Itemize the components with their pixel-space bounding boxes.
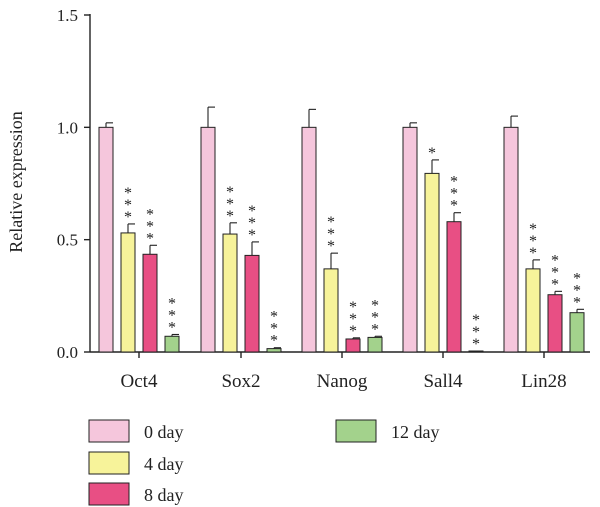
bar [367, 336, 383, 353]
significance-star: * [450, 198, 458, 215]
significance-star: * [270, 321, 278, 338]
significance-star: * [529, 221, 537, 238]
significance-star: * [450, 186, 458, 203]
significance-star: * [551, 252, 559, 269]
legend-label: 8 day [144, 485, 184, 505]
significance-star: * [529, 245, 537, 262]
y-tick-label: 1.0 [57, 118, 78, 137]
bar [569, 312, 585, 353]
significance-star: * [248, 227, 256, 244]
bar [98, 126, 114, 353]
significance-star: * [573, 294, 581, 311]
legend-swatch [335, 419, 377, 443]
y-tick-label: 0.5 [57, 231, 78, 250]
bar [402, 126, 418, 353]
significance-star: * [349, 323, 357, 340]
significance-star: * [371, 321, 379, 338]
significance-star: * [168, 295, 176, 312]
bar [424, 172, 440, 353]
significance-star: * [371, 297, 379, 314]
significance-star: * [146, 230, 154, 247]
significance-star: * [146, 206, 154, 223]
bar [525, 268, 541, 353]
significance-star: * [168, 307, 176, 324]
bar [503, 126, 519, 353]
significance-star: * [472, 324, 480, 341]
significance-star: * [248, 203, 256, 220]
significance-star: * [226, 184, 234, 201]
legend-label: 12 day [391, 422, 440, 442]
plot-area: 0.00.51.01.5*********Oct4*********Sox2**… [57, 6, 590, 392]
y-axis-label: Relative expression [6, 111, 26, 252]
significance-star: * [472, 336, 480, 353]
x-tick-label: Sall4 [423, 371, 463, 392]
significance-star: * [551, 264, 559, 281]
bar [547, 294, 563, 353]
significance-star: * [124, 197, 132, 214]
significance-star: * [551, 276, 559, 293]
significance-star: * [349, 299, 357, 316]
significance-star: * [248, 215, 256, 232]
significance-star: * [573, 282, 581, 299]
significance-star: * [168, 319, 176, 336]
significance-star: * [226, 196, 234, 213]
significance-star: * [327, 238, 335, 255]
bar [222, 233, 238, 353]
bar [200, 126, 216, 353]
bar [164, 335, 180, 353]
legend-swatch [88, 419, 130, 443]
legend-swatch [88, 482, 130, 506]
significance-star: * [472, 312, 480, 329]
significance-star: * [124, 209, 132, 226]
significance-star: * [428, 145, 436, 162]
legend-swatch [88, 451, 130, 475]
significance-star: * [349, 311, 357, 328]
significance-star: * [327, 226, 335, 243]
bar [323, 268, 339, 353]
significance-star: * [270, 333, 278, 350]
bar [142, 253, 158, 353]
bar [301, 126, 317, 353]
significance-star: * [371, 309, 379, 326]
legend: 0 day 4 day 8 day 12 day [88, 419, 440, 506]
bar [446, 221, 462, 353]
y-tick-label: 0.0 [57, 343, 78, 362]
x-tick-label: Nanog [317, 371, 368, 392]
significance-star: * [450, 174, 458, 191]
bar [244, 254, 260, 353]
significance-star: * [327, 214, 335, 231]
significance-star: * [529, 233, 537, 250]
significance-star: * [270, 309, 278, 326]
x-tick-label: Sox2 [221, 371, 260, 392]
legend-label: 0 day [144, 422, 184, 442]
legend-label: 4 day [144, 454, 184, 474]
significance-star: * [124, 185, 132, 202]
x-tick-label: Lin28 [521, 371, 566, 392]
bar [120, 232, 136, 353]
y-tick-label: 1.5 [57, 6, 78, 25]
x-tick-label: Oct4 [121, 371, 158, 392]
significance-star: * [573, 270, 581, 287]
bar [345, 338, 361, 353]
significance-star: * [146, 218, 154, 235]
significance-star: * [226, 208, 234, 225]
